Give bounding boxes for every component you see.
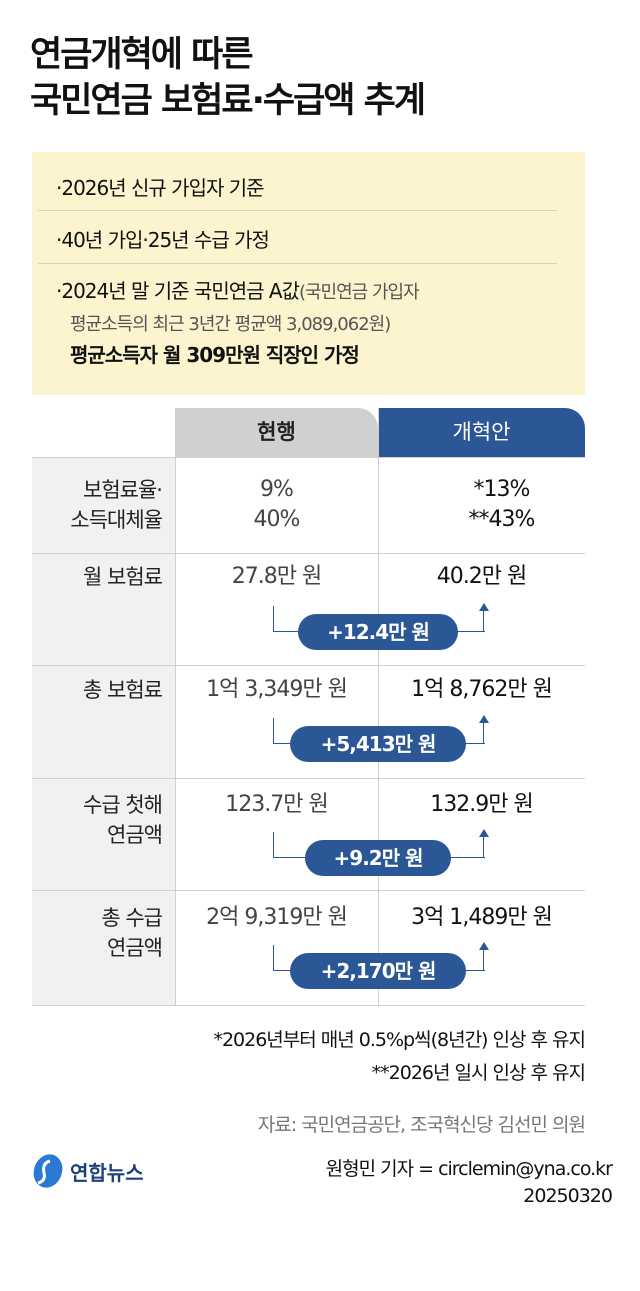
header-current: 현행 <box>175 408 378 457</box>
difference-badge: +2,170만 원 <box>290 953 466 989</box>
arrow-up-icon <box>479 603 489 611</box>
note-3-line-3: 평균소득자 월 309만원 직장인 가정 <box>70 343 360 367</box>
row-label: 수급 첫해 연금액 <box>83 793 163 847</box>
logo-text: 연합뉴스 <box>70 1160 144 1185</box>
assumptions-box: ·2026년 신규 가입자 기준 ·40년 가입·25년 수급 가정 ·2024… <box>32 152 585 395</box>
label-column <box>32 457 175 1005</box>
page-title: 연금개혁에 따른 국민연금 보험료·수급액 추계 <box>30 32 426 124</box>
date: 20250320 <box>523 1185 613 1207</box>
reform-value: 40.2만 원 <box>436 564 527 589</box>
divider <box>32 890 585 891</box>
current-value: 9% 40% <box>253 477 301 532</box>
divider <box>32 1005 585 1006</box>
note-3-main: ·2024년 말 기준 국민연금 A값 <box>56 279 300 303</box>
connector-line <box>483 722 484 744</box>
connector-line <box>483 836 484 858</box>
footnote-2: **2026년 일시 인상 후 유지 <box>371 1062 586 1084</box>
logo-icon <box>33 1154 63 1188</box>
divider <box>32 457 585 458</box>
reform-value: 3억 1,489만 원 <box>411 905 553 930</box>
current-value: 123.7만 원 <box>225 792 328 817</box>
header-reform: 개혁안 <box>378 408 585 457</box>
arrow-up-icon <box>479 829 489 837</box>
note-2: ·40년 가입·25년 수급 가정 <box>56 228 270 252</box>
arrow-up-icon <box>479 942 489 950</box>
row-label: 보험료율· 소득대체율 <box>70 478 163 532</box>
note-3-paren: (국민연금 가입자 <box>298 282 420 303</box>
note-3: ·2024년 말 기준 국민연금 A값(국민연금 가입자 평균소득의 최근 3년… <box>56 276 555 371</box>
row-label: 월 보험료 <box>83 565 163 589</box>
current-value: 27.8만 원 <box>231 564 322 589</box>
reform-value: *13% **43% <box>468 477 536 532</box>
divider <box>378 408 379 1005</box>
footnote-1: *2026년부터 매년 0.5%p씩(8년간) 인상 후 유지 <box>213 1029 586 1051</box>
reform-value: 1억 8,762만 원 <box>411 677 553 702</box>
divider <box>38 263 557 264</box>
note-3-line-2: 평균소득의 최근 3년간 평균액 3,089,062원) <box>70 314 391 335</box>
row-label: 총 수급 연금액 <box>101 906 163 960</box>
reform-value: 132.9만 원 <box>430 792 533 817</box>
note-1: ·2026년 신규 가입자 기준 <box>56 176 265 200</box>
difference-badge: +12.4만 원 <box>298 614 458 650</box>
credit: 원형민 기자 = circlemin@yna.co.kr <box>325 1158 613 1180</box>
title-line-2: 국민연금 보험료·수급액 추계 <box>30 81 426 121</box>
connector-line <box>483 949 484 971</box>
divider <box>32 778 585 779</box>
difference-badge: +9.2만 원 <box>305 840 451 876</box>
title-line-1: 연금개혁에 따른 <box>30 35 254 75</box>
connector-line <box>483 610 484 632</box>
divider <box>32 553 585 554</box>
row-label: 총 보험료 <box>83 678 163 702</box>
divider <box>32 665 585 666</box>
current-value: 2억 9,319만 원 <box>206 905 348 930</box>
difference-badge: +5,413만 원 <box>290 726 466 762</box>
divider <box>175 408 176 1005</box>
source: 자료: 국민연금공단, 조국혁신당 김선민 의원 <box>257 1114 586 1136</box>
divider <box>38 210 557 211</box>
yonhap-logo: 연합뉴스 <box>30 1153 144 1189</box>
arrow-up-icon <box>479 715 489 723</box>
current-value: 1억 3,349만 원 <box>206 677 348 702</box>
